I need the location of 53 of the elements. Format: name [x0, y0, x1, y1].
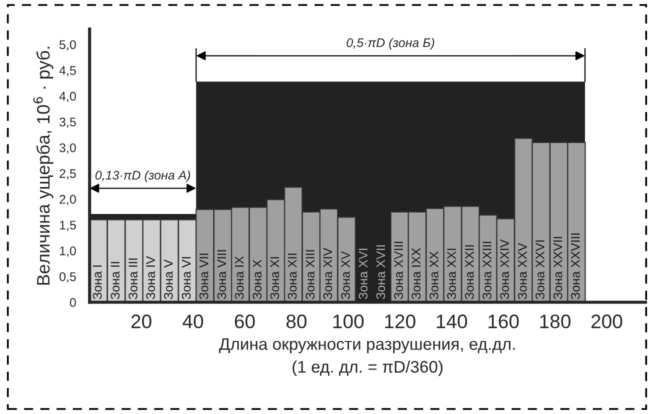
y-tick-label: 0,5 — [60, 272, 76, 283]
annotation: Зона XXII — [464, 245, 474, 300]
y-tick-label: 5,0 — [60, 40, 76, 51]
annotation: Зона VIII — [217, 250, 226, 300]
annotation: Зона IV — [146, 256, 156, 300]
annotation: Зона XV — [341, 251, 350, 300]
annotation: Зона XII — [288, 254, 297, 300]
annotation: Зона IXX — [412, 248, 421, 300]
x-tick-label: 160 — [488, 314, 519, 328]
annotation: Зона XXI — [447, 248, 456, 300]
annotation: Зона II — [110, 262, 120, 300]
annotation: Зона XI — [270, 257, 280, 300]
annotation: Зона XVI — [358, 248, 368, 300]
annotation: Зона I — [92, 265, 102, 300]
annotation: Зона XXVIII — [570, 234, 580, 300]
y-tick-label: 0 — [70, 298, 76, 307]
x-tick-label: 180 — [540, 314, 570, 328]
x-tick-label: 200 — [591, 314, 622, 328]
annotation: Зона XIV — [323, 248, 332, 300]
y-tick-label: 1,5 — [60, 220, 76, 232]
annotation: Зона V — [164, 260, 173, 300]
y-tick-label: 3,5 — [60, 118, 76, 128]
x-tick-label: 60 — [234, 314, 255, 328]
x-tick-label: 120 — [385, 314, 416, 328]
y-tick-label: 4,0 — [59, 92, 76, 102]
x-tick-label: 80 — [286, 314, 306, 328]
x-tick-label: 20 — [131, 314, 152, 328]
annotation: Зона XXVI — [536, 240, 544, 300]
x-tick-label: 140 — [436, 314, 468, 328]
annotation: Зона XVII — [376, 245, 386, 300]
y-tick-label: 4,5 — [59, 66, 76, 76]
annotation: Зона IX — [234, 256, 244, 300]
annotation: Зона XX — [430, 251, 438, 300]
y-tick-label: 3,0 — [60, 143, 76, 154]
annotation: Зона XXV — [518, 242, 527, 300]
annotation: Зона X — [252, 260, 262, 300]
annotation: Зона VII — [199, 254, 208, 300]
y-tick-label: 2,0 — [60, 194, 76, 206]
annotation: Зона VI — [182, 257, 191, 300]
annotation: Зона XIII — [306, 250, 315, 300]
y-tick-label: 2,5 — [60, 169, 76, 180]
annotation: Зона XXIV — [500, 239, 509, 300]
y-tick-label: 1,0 — [60, 246, 76, 257]
annotation: 0,5·πD (зона Б) — [346, 38, 434, 50]
annotation: 0,13·πD (зона А) — [95, 170, 190, 182]
x-tick-label: 40 — [182, 314, 204, 328]
annotation: Зона III — [128, 258, 138, 300]
y-axis-title: Величина ущерба, 10$^{6}$ · руб. — [33, 46, 54, 285]
x-axis-title: Длина окружности разрушения, ед.дл. (1 ед. дл. = πD/360) — [219, 338, 515, 376]
annotation: Зона XXIII — [482, 242, 492, 300]
annotation: Зона XVIII — [394, 242, 403, 300]
x-tick-label: 100 — [333, 314, 364, 328]
annotation: Зона XXVII — [553, 237, 562, 300]
